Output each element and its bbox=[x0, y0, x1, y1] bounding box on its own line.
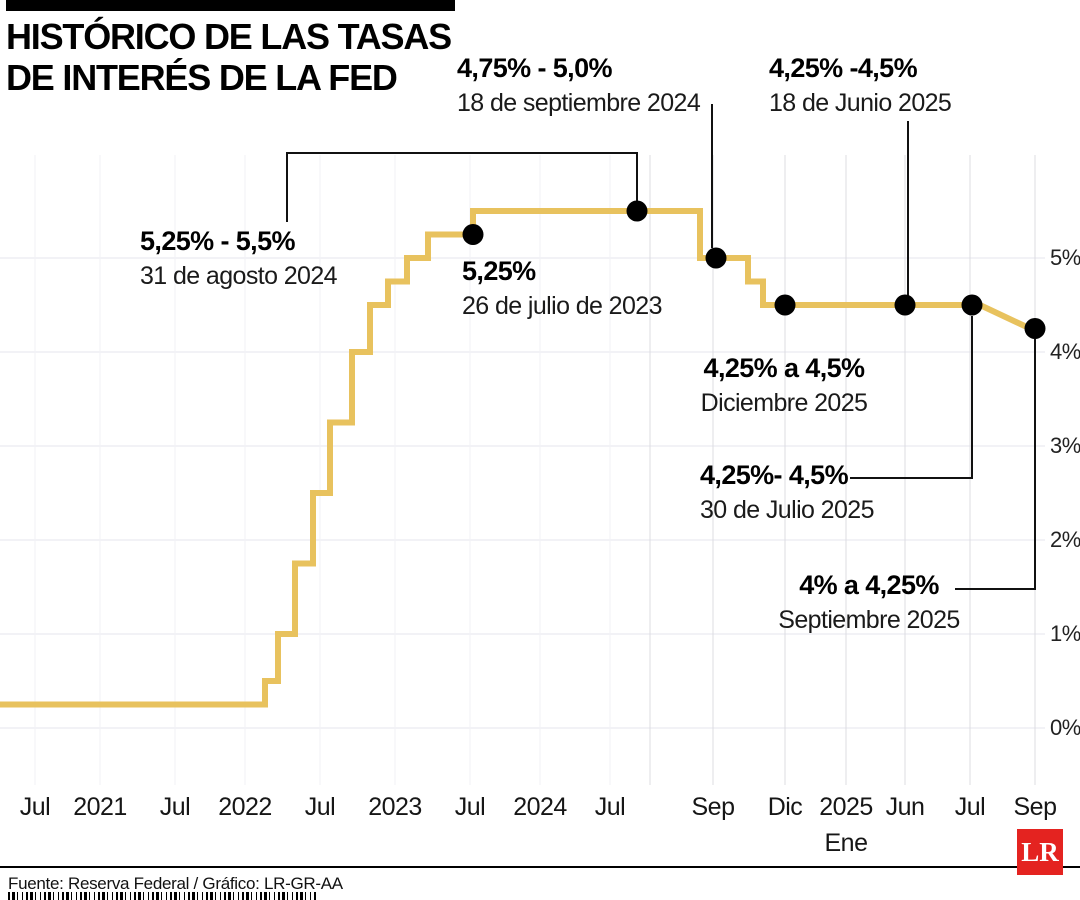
annotation-july-2025: 4,25%- 4,5% 30 de Julio 2025 bbox=[700, 460, 874, 525]
data-point bbox=[462, 224, 484, 245]
y-tick-label: 3% bbox=[1050, 433, 1080, 458]
data-point bbox=[961, 294, 983, 316]
annotation-rate: 4% a 4,25% bbox=[799, 570, 939, 600]
annotation-rate: 4,75% - 5,0% bbox=[457, 53, 613, 83]
annotation-date: 18 de Junio 2025 bbox=[769, 89, 952, 117]
x-tick-label: Jul bbox=[304, 793, 336, 821]
annotation-date: 31 de agosto 2024 bbox=[140, 262, 338, 290]
lr-logo: LR bbox=[1017, 829, 1063, 875]
footer-divider bbox=[0, 866, 1080, 868]
x-tick-label: Dic bbox=[767, 793, 803, 821]
y-tick-label: 5% bbox=[1050, 245, 1080, 270]
x-tick-label: 2025 bbox=[819, 793, 873, 821]
y-tick-label: 4% bbox=[1050, 339, 1080, 364]
x-tick-label: Jul bbox=[454, 793, 486, 821]
x-tick-label: 2022 bbox=[218, 793, 272, 821]
x-tick-label: Jun bbox=[885, 793, 925, 821]
annotation-date: 18 de septiembre 2024 bbox=[457, 89, 701, 117]
page-title: HISTÓRICO DE LAS TASAS DE INTERÉS DE LA … bbox=[6, 16, 452, 98]
title-accent-bar bbox=[6, 0, 455, 11]
x-tick-sublabel: Ene bbox=[824, 829, 868, 857]
annotation-peak-rate: 5,25% - 5,5% 31 de agosto 2024 bbox=[140, 226, 338, 291]
annotation-rate: 4,25% -4,5% bbox=[769, 53, 918, 83]
annotation-rate: 4,25%- 4,5% bbox=[700, 460, 849, 490]
data-point bbox=[1024, 318, 1046, 339]
annotation-date: 30 de Julio 2025 bbox=[700, 496, 874, 524]
data-point bbox=[626, 200, 648, 222]
annotation-rate: 5,25% bbox=[462, 256, 536, 286]
annotation-date: Diciembre 2025 bbox=[700, 389, 868, 417]
annotation-rate: 5,25% - 5,5% bbox=[140, 226, 296, 256]
x-tick-label: Sep bbox=[1013, 793, 1057, 821]
annotation-september-2024: 4,75% - 5,0% 18 de septiembre 2024 bbox=[457, 53, 701, 118]
x-tick-label: Jul bbox=[159, 793, 191, 821]
annotation-december: 4,25% a 4,5% Diciembre 2025 bbox=[693, 353, 875, 418]
x-tick-label: Sep bbox=[691, 793, 735, 821]
source-credit: Fuente: Reserva Federal / Gráfico: LR-GR… bbox=[8, 874, 343, 893]
annotation-date: Septiembre 2025 bbox=[778, 606, 960, 634]
x-tick-label: Jul bbox=[19, 793, 51, 821]
data-point bbox=[774, 294, 796, 316]
x-tick-label: 2021 bbox=[73, 793, 127, 821]
annotation-date: 26 de julio de 2023 bbox=[462, 292, 663, 320]
x-tick-label: Jul bbox=[594, 793, 626, 821]
y-tick-label: 1% bbox=[1050, 621, 1080, 646]
annotation-july-2023: 5,25% 26 de julio de 2023 bbox=[462, 256, 663, 321]
x-tick-label: Jul bbox=[954, 793, 986, 821]
x-tick-label: 2024 bbox=[513, 793, 567, 821]
page-title-line1: HISTÓRICO DE LAS TASAS bbox=[6, 16, 452, 57]
page-title-line2: DE INTERÉS DE LA FED bbox=[6, 57, 398, 98]
annotation-june-2025: 4,25% -4,5% 18 de Junio 2025 bbox=[769, 53, 952, 118]
annotation-september-2025: 4% a 4,25% Septiembre 2025 bbox=[778, 570, 960, 635]
annotation-rate: 4,25% a 4,5% bbox=[703, 353, 866, 383]
barcode bbox=[8, 892, 316, 900]
x-axis: Jul 2021 Jul 2022 Jul 2023 Jul 2024 Jul Sep Dic 202… bbox=[0, 793, 1080, 863]
data-point bbox=[894, 294, 916, 316]
y-tick-label: 0% bbox=[1050, 715, 1080, 740]
x-tick-label: 2023 bbox=[368, 793, 422, 821]
y-tick-label: 2% bbox=[1050, 527, 1080, 552]
data-point bbox=[705, 247, 727, 269]
